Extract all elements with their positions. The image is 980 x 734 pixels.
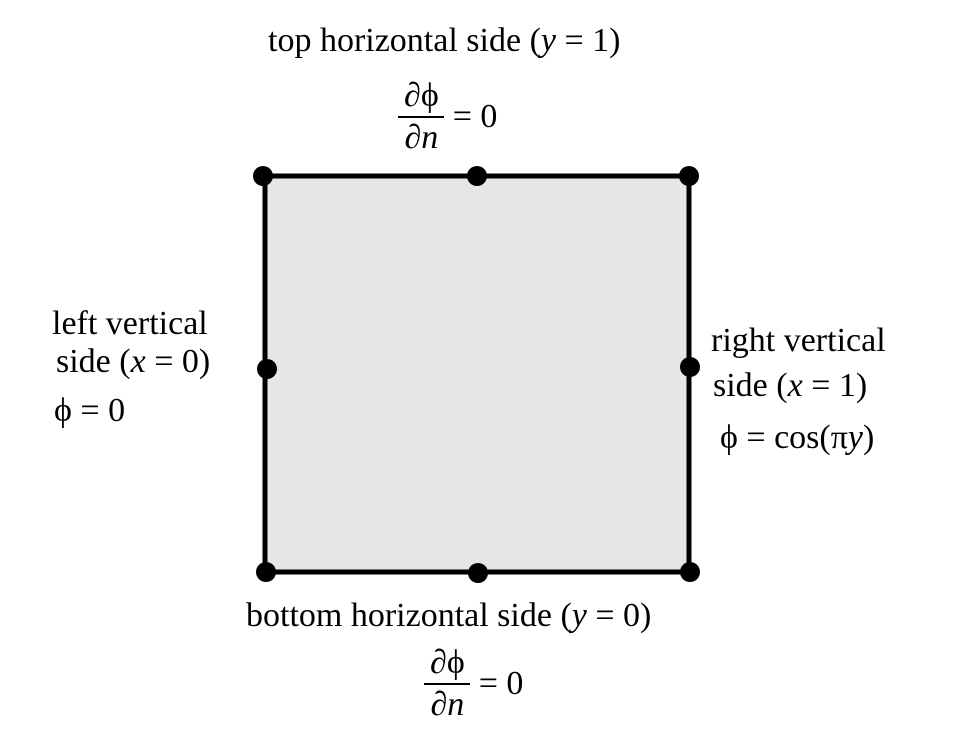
bottom-bc-rhs: = 0 [478, 665, 524, 702]
bottom-boundary-condition: ∂ϕ ∂n = 0 [424, 643, 523, 725]
square-domain [262, 173, 692, 575]
top-bc-numerator: ∂ϕ [404, 77, 439, 114]
node-top-middle [467, 166, 487, 186]
bottom-bc-denominator: ∂n [424, 683, 471, 725]
right-side-label-line2: side (x = 1) [713, 367, 868, 404]
left-boundary-condition: ϕ = 0 [54, 392, 126, 429]
top-side-title: top horizontal side [268, 22, 522, 59]
node-right-middle [680, 357, 700, 377]
node-top-right [679, 166, 699, 186]
top-side-label: top horizontal side (y = 1) [268, 22, 620, 60]
left-side-label-line1: left vertical [52, 305, 208, 342]
top-boundary-condition: ∂ϕ ∂n = 0 [398, 76, 497, 158]
top-bc-denominator: ∂n [398, 116, 445, 158]
bottom-side-title: bottom horizontal side [246, 597, 552, 634]
top-side-condition: (y = 1) [529, 22, 621, 59]
node-bottom-middle [468, 563, 488, 583]
node-bottom-right [680, 562, 700, 582]
bottom-side-condition: (y = 0) [560, 597, 652, 634]
left-side-label-line2: side (x = 0) [56, 343, 211, 380]
right-side-label-line1: right vertical [711, 322, 886, 359]
node-top-left [253, 166, 273, 186]
right-boundary-condition: ϕ = cos(πy) [720, 419, 875, 456]
bottom-side-label: bottom horizontal side (y = 0) [246, 597, 651, 635]
bottom-bc-numerator: ∂ϕ [430, 644, 465, 681]
node-bottom-left [256, 562, 276, 582]
node-left-middle [257, 359, 277, 379]
top-bc-rhs: = 0 [452, 98, 498, 135]
